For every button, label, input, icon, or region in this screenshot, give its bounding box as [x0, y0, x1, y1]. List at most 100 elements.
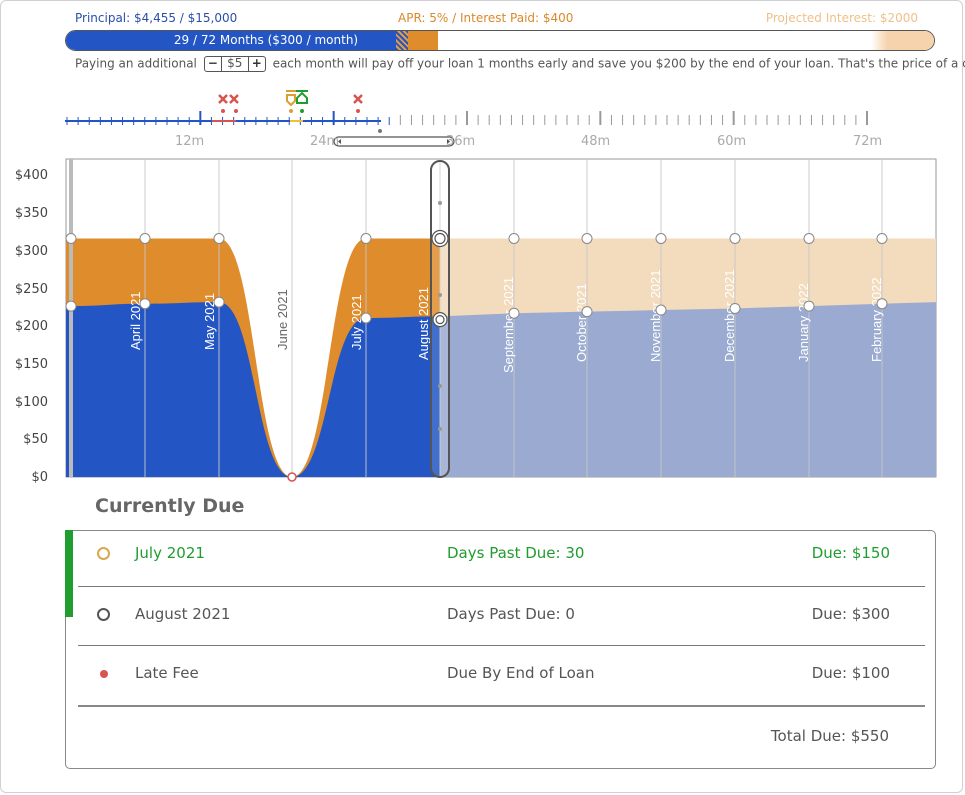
payment-point[interactable]	[360, 233, 372, 244]
timeline-scrollbar[interactable]	[333, 136, 455, 147]
payment-point[interactable]	[65, 233, 77, 244]
extra-payment-value[interactable]: $5	[220, 57, 249, 71]
slider-grip-dot	[438, 384, 442, 388]
y-tick-label: $0	[31, 470, 48, 485]
month-label: November 2021	[648, 270, 663, 363]
payment-chart[interactable]: April 2021 May 2021 June 2021 July 2021 Augu…	[0, 0, 965, 490]
interest-progress-segment	[408, 31, 438, 50]
decrease-button[interactable]: −	[207, 56, 218, 70]
increase-button[interactable]: +	[251, 56, 262, 70]
principal-point[interactable]	[139, 298, 151, 310]
missed-payment-point[interactable]	[287, 472, 297, 482]
due-row-name: August 2021	[135, 605, 231, 623]
slider-grip-dot	[438, 427, 442, 431]
month-label: October 2021	[574, 283, 589, 362]
due-row-amount: Due: $300	[811, 605, 890, 623]
projected-interest: Projected Interest: $2000	[765, 11, 918, 25]
principal-point[interactable]	[581, 306, 593, 318]
status-circle-icon	[97, 547, 110, 560]
status-circle-icon	[97, 608, 110, 621]
tick-label: 24m	[310, 134, 340, 149]
total-divider	[78, 705, 925, 707]
principal-progress-segment	[66, 31, 396, 50]
projected-principal-area	[440, 302, 936, 477]
currently-due-panel	[65, 530, 936, 769]
tick-label: 60m	[717, 134, 747, 149]
progress-label: 29 / 72 Months ($300 / month)	[173, 33, 359, 47]
tick-label: 48m	[581, 134, 611, 149]
due-row[interactable]: August 2021 Days Past Due: 0 Due: $300	[78, 588, 925, 648]
payment-point[interactable]	[508, 233, 520, 244]
due-row-name: Late Fee	[135, 664, 199, 682]
current-principal-point-inner	[435, 314, 445, 325]
tick-label: 36m	[446, 134, 476, 149]
hatched-segment	[396, 31, 408, 50]
due-row-amount: Due: $100	[811, 664, 890, 682]
recovery-icon[interactable]	[286, 90, 298, 113]
tick-label: 12m	[175, 134, 205, 149]
apr-summary: APR: 5% / Interest Paid: $400	[398, 11, 574, 25]
y-tick-label: $50	[23, 432, 48, 447]
principal-point[interactable]	[65, 300, 77, 312]
missed-icon[interactable]	[353, 94, 363, 113]
due-row-name: July 2021	[135, 544, 205, 562]
due-row-status: Due By End of Loan	[447, 664, 595, 682]
extra-payment-row: Paying an additional − $5 + each month w…	[75, 56, 965, 72]
payment-point[interactable]	[729, 233, 741, 244]
row-divider	[78, 645, 925, 646]
month-label: January 2022	[796, 283, 811, 362]
current-payment-point-inner	[434, 232, 446, 245]
payment-point[interactable]	[655, 233, 667, 244]
recovery-icon[interactable]	[296, 90, 308, 113]
month-label: December 2021	[722, 270, 737, 363]
principal-point[interactable]	[508, 307, 520, 319]
due-row-status: Days Past Due: 30	[447, 544, 585, 562]
month-label: April 2021	[128, 291, 143, 350]
missed-icon[interactable]	[218, 94, 228, 113]
principal-point[interactable]	[655, 304, 667, 316]
loan-progress-bar: 29 / 72 Months ($300 / month)	[65, 30, 935, 51]
month-label: February 2022	[869, 277, 884, 362]
principal-point[interactable]	[213, 296, 225, 308]
month-label: June 2021	[275, 289, 290, 350]
extra-payment-prefix: Paying an additional	[75, 56, 197, 71]
payment-point[interactable]	[213, 233, 225, 244]
principal-point[interactable]	[729, 302, 741, 314]
month-label: September 2021	[501, 277, 516, 373]
due-row-status: Days Past Due: 0	[447, 605, 575, 623]
payment-point[interactable]	[803, 233, 815, 244]
due-row[interactable]: July 2021 Days Past Due: 30 Due: $150	[78, 527, 925, 587]
late-fee-dot-icon	[100, 670, 108, 678]
y-tick-label: $250	[14, 282, 48, 297]
principal-summary: Principal: $4,455 / $15,000	[75, 11, 238, 25]
projected-interest-segment	[871, 31, 934, 50]
due-row[interactable]: Late Fee Due By End of Loan Due: $100	[78, 647, 925, 707]
payment-point[interactable]	[876, 233, 888, 244]
principal-point[interactable]	[360, 312, 372, 324]
slider-grip-dot	[438, 201, 442, 205]
y-tick-label: $150	[14, 357, 48, 372]
tick-label: 72m	[853, 134, 883, 149]
selected-row-indicator	[65, 530, 73, 617]
month-label: August 2021	[416, 287, 431, 360]
due-row-amount: Due: $150	[811, 544, 890, 562]
total-due: Total Due: $550	[770, 727, 889, 745]
month-label: July 2021	[349, 294, 364, 350]
payment-point[interactable]	[139, 233, 151, 244]
extra-payment-suffix: each month will pay off your loan 1 mont…	[272, 56, 965, 71]
timeline-position-dot	[378, 129, 382, 133]
slider-grip-dot	[438, 293, 442, 297]
principal-area	[66, 302, 440, 477]
y-tick-label: $200	[14, 319, 48, 334]
missed-icon[interactable]	[229, 94, 239, 113]
month-label: May 2021	[202, 293, 217, 350]
extra-payment-stepper[interactable]: − $5 +	[203, 56, 266, 72]
timeline[interactable]	[0, 85, 965, 150]
y-tick-label: $300	[14, 244, 48, 259]
y-tick-label: $100	[14, 395, 48, 410]
principal-point[interactable]	[876, 298, 888, 310]
y-tick-label: $400	[14, 168, 48, 183]
payment-point[interactable]	[581, 233, 593, 244]
principal-point[interactable]	[803, 300, 815, 312]
